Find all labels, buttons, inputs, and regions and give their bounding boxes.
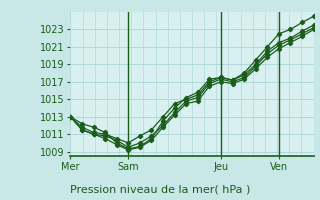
Text: Pression niveau de la mer( hPa ): Pression niveau de la mer( hPa ) bbox=[70, 184, 250, 194]
